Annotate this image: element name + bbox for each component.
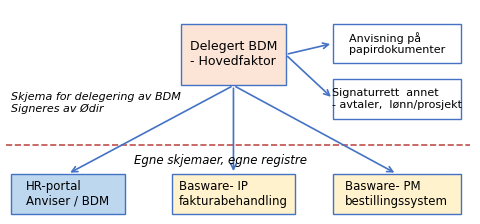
Text: Basware- PM
bestillingssystem: Basware- PM bestillingssystem <box>345 180 448 208</box>
FancyBboxPatch shape <box>333 79 461 119</box>
Text: Basware- IP
fakturabehandling: Basware- IP fakturabehandling <box>179 180 288 208</box>
Text: Skjema for delegering av BDM
Signeres av Ødir: Skjema for delegering av BDM Signeres av… <box>11 92 181 114</box>
Text: HR-portal
Anviser / BDM: HR-portal Anviser / BDM <box>26 180 109 208</box>
Text: Egne skjemaer, egne registre: Egne skjemaer, egne registre <box>134 154 307 167</box>
Text: Signaturrett  annet
- avtaler,  lønn/prosjekt: Signaturrett annet - avtaler, lønn/prosj… <box>332 88 462 110</box>
FancyBboxPatch shape <box>11 174 124 214</box>
Text: Anvisning på
papirdokumenter: Anvisning på papirdokumenter <box>349 32 445 55</box>
FancyBboxPatch shape <box>181 24 286 85</box>
FancyBboxPatch shape <box>172 174 295 214</box>
Text: Delegert BDM
- Hovedfaktor: Delegert BDM - Hovedfaktor <box>190 41 277 69</box>
FancyBboxPatch shape <box>333 174 461 214</box>
FancyBboxPatch shape <box>333 24 461 63</box>
